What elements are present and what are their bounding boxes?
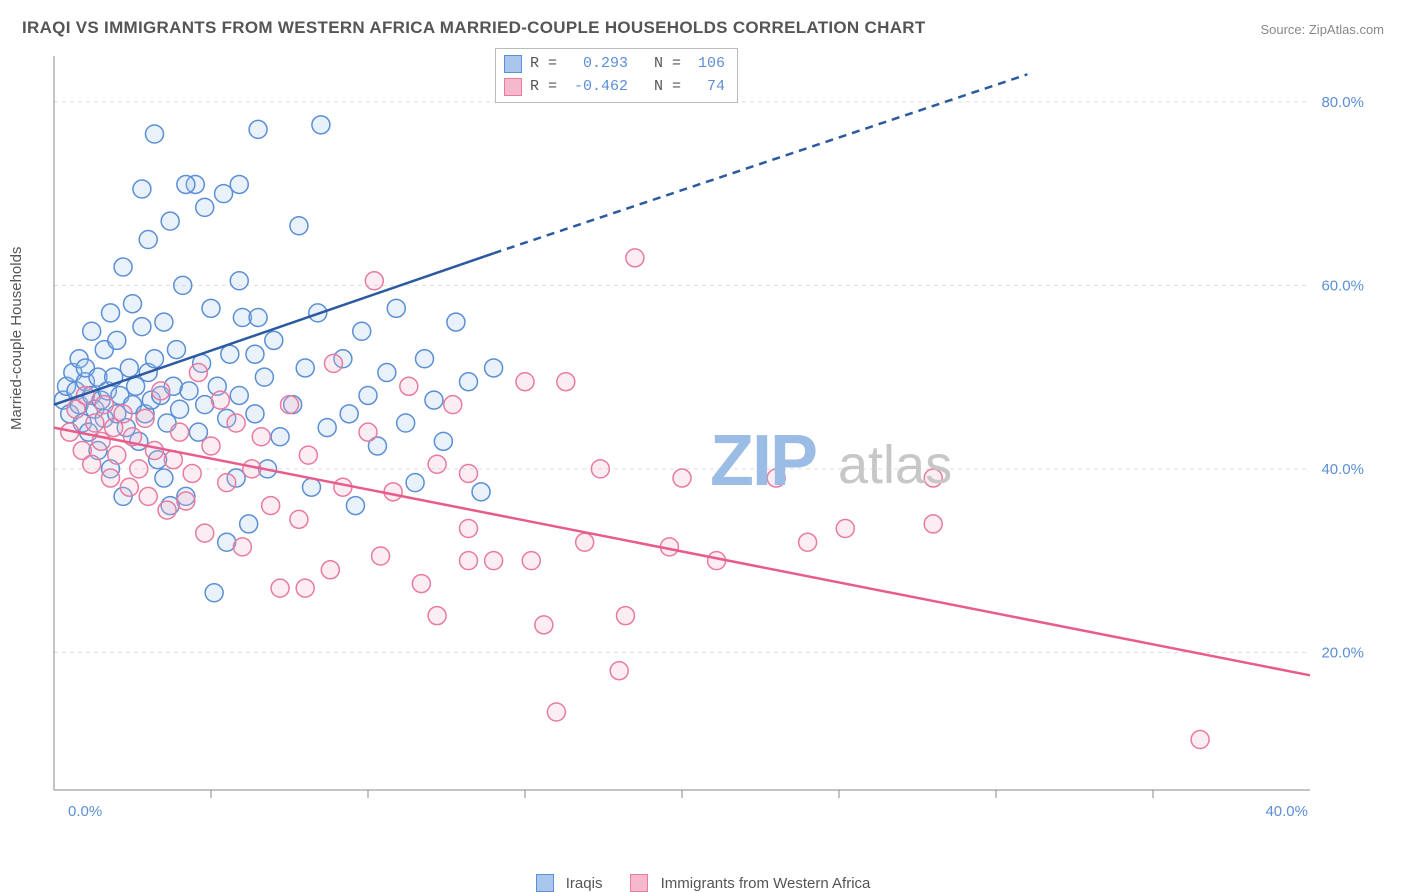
svg-text:60.0%: 60.0% <box>1321 277 1364 294</box>
source-attribution: Source: ZipAtlas.com <box>1260 22 1384 37</box>
legend-label-wafrica: Immigrants from Western Africa <box>661 875 871 892</box>
watermark-zip: ZIP <box>710 420 816 502</box>
bottom-legend: Iraqis Immigrants from Western Africa <box>0 874 1406 892</box>
legend-label-iraqis: Iraqis <box>566 875 603 892</box>
legend-item-iraqis: Iraqis <box>536 874 603 892</box>
watermark-atlas: atlas <box>838 434 952 496</box>
correlation-stats-legend: R = 0.293 N = 106 R = -0.462 N = 74 <box>495 48 738 103</box>
legend-swatch-pink <box>630 874 648 892</box>
plot-area: 20.0%40.0%60.0%80.0%0.0%40.0% ZIP atlas … <box>50 50 1380 830</box>
svg-text:0.0%: 0.0% <box>68 803 102 820</box>
y-axis-label: Married-couple Households <box>8 247 25 430</box>
svg-text:20.0%: 20.0% <box>1321 644 1364 661</box>
svg-text:40.0%: 40.0% <box>1321 461 1364 478</box>
svg-text:40.0%: 40.0% <box>1265 803 1308 820</box>
legend-swatch-blue <box>536 874 554 892</box>
legend-item-wafrica: Immigrants from Western Africa <box>630 874 870 892</box>
chart-title: IRAQI VS IMMIGRANTS FROM WESTERN AFRICA … <box>22 18 926 38</box>
svg-text:80.0%: 80.0% <box>1321 94 1364 111</box>
